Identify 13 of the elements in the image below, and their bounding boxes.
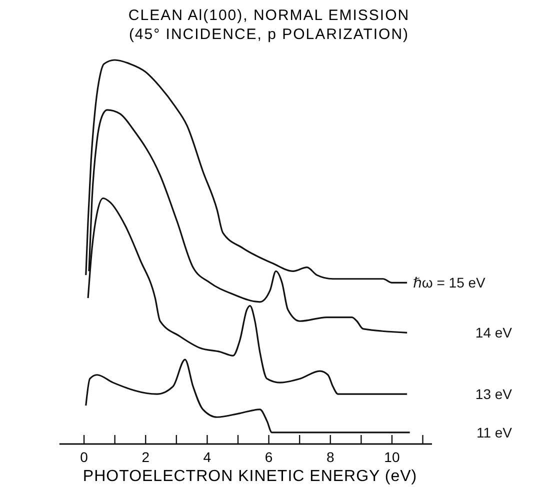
x-tick-label: 4 [203, 449, 212, 465]
x-tick-label: 0 [80, 449, 88, 465]
text: 11 eV [476, 424, 513, 440]
text: 14 eV [475, 324, 513, 341]
x-tick-label: 2 [142, 449, 150, 465]
series-label: ℏω = 15 eV [413, 274, 486, 291]
x-axis-title: PHOTOELECTRON KINETIC ENERGY (eV) [82, 468, 418, 485]
chart-title: CLEAN Al(100), NORMAL EMISSION [128, 7, 410, 24]
x-tick-label: 6 [264, 449, 273, 465]
text: 13 eV [475, 386, 513, 402]
chart-subtitle: (45° INCIDENCE, p POLARIZATION) [128, 26, 410, 43]
x-tick-label: 8 [326, 449, 334, 465]
x-tick-label: 10 [384, 449, 400, 465]
